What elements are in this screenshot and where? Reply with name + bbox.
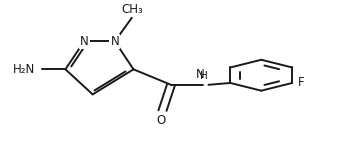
Text: O: O: [156, 114, 166, 127]
Text: CH₃: CH₃: [121, 3, 143, 16]
Text: H: H: [200, 71, 208, 81]
Text: F: F: [298, 76, 305, 89]
Text: N: N: [80, 35, 89, 48]
Text: N: N: [196, 68, 205, 81]
Text: N: N: [110, 35, 119, 48]
Text: H₂N: H₂N: [13, 63, 35, 76]
